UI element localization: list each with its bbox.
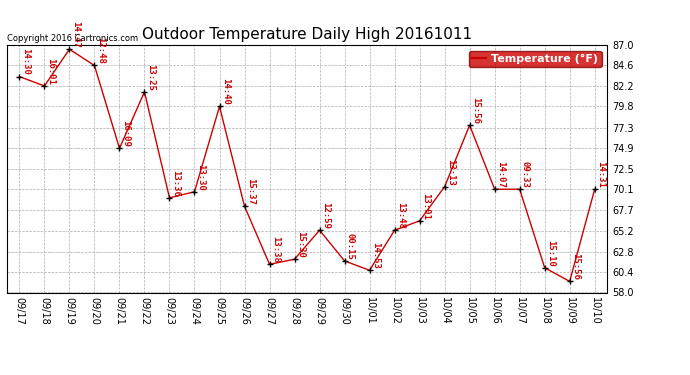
Text: 15:10: 15:10 [546, 240, 555, 267]
Text: 13:25: 13:25 [146, 64, 155, 91]
Text: 15:56: 15:56 [471, 97, 480, 124]
Title: Outdoor Temperature Daily High 20161011: Outdoor Temperature Daily High 20161011 [142, 27, 472, 42]
Text: 13:13: 13:13 [446, 159, 455, 185]
Text: 14:40: 14:40 [221, 78, 230, 105]
Text: 14:31: 14:31 [596, 161, 605, 188]
Text: 15:37: 15:37 [246, 178, 255, 205]
Text: 13:01: 13:01 [421, 193, 430, 219]
Text: 14:47: 14:47 [70, 21, 79, 48]
Text: 12:59: 12:59 [321, 202, 330, 229]
Text: 15:30: 15:30 [296, 231, 305, 258]
Text: 16:09: 16:09 [121, 120, 130, 147]
Text: 16:01: 16:01 [46, 58, 55, 85]
Text: Copyright 2016 Cartronics.com: Copyright 2016 Cartronics.com [7, 33, 138, 42]
Text: 14:07: 14:07 [496, 161, 505, 188]
Text: 00:15: 00:15 [346, 233, 355, 260]
Text: 13:38: 13:38 [270, 236, 279, 263]
Text: 15:56: 15:56 [571, 253, 580, 280]
Text: 14:30: 14:30 [21, 48, 30, 75]
Text: 14:53: 14:53 [371, 242, 380, 269]
Text: 12:48: 12:48 [96, 38, 105, 64]
Text: 09:33: 09:33 [521, 161, 530, 188]
Text: 13:48: 13:48 [396, 202, 405, 229]
Legend: Temperature (°F): Temperature (°F) [469, 51, 602, 67]
Text: 13:36: 13:36 [170, 170, 179, 196]
Text: 13:30: 13:30 [196, 164, 205, 190]
